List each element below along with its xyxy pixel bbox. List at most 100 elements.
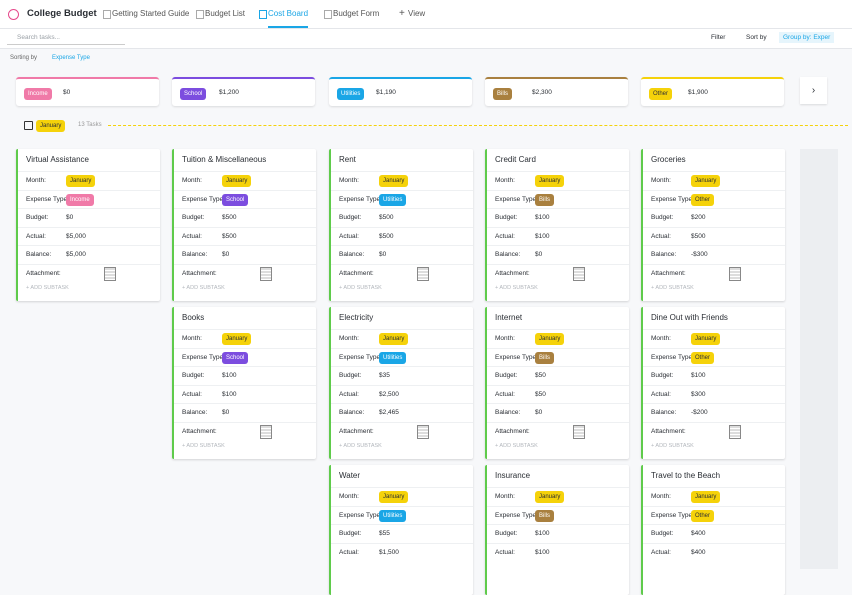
- field-value: $100: [535, 214, 550, 221]
- field-row: Budget: $400: [643, 524, 785, 543]
- field-label: Actual:: [182, 390, 202, 398]
- column-label: Income: [24, 88, 52, 100]
- task-card[interactable]: Credit Card Month: January Expense Type: Bil…: [485, 149, 629, 301]
- month-chip: January: [535, 491, 565, 503]
- sort-button[interactable]: Sort by: [746, 34, 767, 41]
- attachment-icon: [104, 266, 116, 281]
- task-card[interactable]: Travel to the Beach Month: January Expense …: [641, 465, 785, 595]
- add-view[interactable]: View: [408, 9, 426, 18]
- field-label: Month:: [182, 177, 202, 184]
- group-button[interactable]: Group by: Exper: [779, 32, 835, 43]
- field-label: Actual:: [26, 232, 46, 240]
- field-label: Month:: [339, 335, 359, 342]
- search-box[interactable]: Search tasks...: [7, 33, 125, 45]
- add-subtask[interactable]: + ADD SUBTASK: [651, 284, 694, 291]
- month-chip: January: [222, 175, 252, 187]
- field-value: $50: [535, 372, 546, 379]
- task-card[interactable]: Virtual Assistance Month: January Expense T…: [16, 149, 160, 301]
- field-value: $2,465: [379, 409, 399, 416]
- field-row: Attachment:: [174, 263, 316, 283]
- field-row: Expense Type: Bills: [487, 505, 629, 525]
- field-row: Expense Type: Income: [18, 189, 160, 209]
- tab-icon: [196, 10, 204, 19]
- tab[interactable]: Budget List: [205, 9, 246, 18]
- field-label: Balance:: [26, 251, 52, 258]
- field-value: $0: [66, 214, 74, 221]
- field-value: -$300: [691, 251, 708, 258]
- task-card[interactable]: Rent Month: January Expense Type: Utilities B…: [329, 149, 473, 301]
- field-value: $0: [222, 251, 230, 258]
- group-count: 13 Tasks: [78, 122, 102, 128]
- field-row: Budget: $500: [174, 208, 316, 227]
- type-chip: Other: [691, 509, 715, 522]
- column-header: Income $0: [16, 77, 159, 106]
- add-subtask[interactable]: + ADD SUBTASK: [495, 284, 538, 291]
- field-row: Budget: $500: [331, 208, 473, 227]
- task-card[interactable]: Groceries Month: January Expense Type: Other…: [641, 149, 785, 301]
- field-row: Budget: $200: [643, 208, 785, 227]
- add-subtask[interactable]: + ADD SUBTASK: [182, 284, 225, 291]
- field-label: Month:: [651, 177, 671, 184]
- field-row: Actual: $50: [487, 384, 629, 404]
- task-card[interactable]: Internet Month: January Expense Type: Bills B…: [485, 307, 629, 459]
- field-row: Expense Type: Utilities: [331, 347, 473, 367]
- sorting-value[interactable]: Expense Type: [52, 55, 90, 61]
- task-card[interactable]: Water Month: January Expense Type: Utilities…: [329, 465, 473, 595]
- task-card[interactable]: Insurance Month: January Expense Type: Bills…: [485, 465, 629, 595]
- add-subtask[interactable]: + ADD SUBTASK: [339, 284, 382, 291]
- month-chip: January: [379, 491, 409, 503]
- type-chip: Income: [66, 193, 94, 206]
- add-subtask[interactable]: + ADD SUBTASK: [495, 442, 538, 449]
- field-row: Attachment:: [487, 421, 629, 441]
- collapse-icon[interactable]: [24, 121, 33, 130]
- add-subtask[interactable]: + ADD SUBTASK: [26, 284, 69, 291]
- field-label: Balance:: [182, 251, 208, 258]
- field-row: Budget: $100: [487, 524, 629, 543]
- field-label: Attachment:: [182, 427, 217, 435]
- field-label: Balance:: [495, 251, 521, 258]
- field-value: $100: [691, 372, 706, 379]
- field-row: Budget: $0: [18, 208, 160, 227]
- tab[interactable]: Cost Board: [268, 0, 309, 28]
- task-card[interactable]: Electricity Month: January Expense Type: Uti…: [329, 307, 473, 459]
- attachment-icon: [260, 266, 272, 281]
- field-row: Expense Type: Other: [643, 347, 785, 367]
- field-row: Month: January: [331, 171, 473, 190]
- field-row: Expense Type: School: [174, 347, 316, 367]
- field-value: $500: [691, 232, 706, 240]
- card-title: Credit Card: [495, 155, 536, 164]
- tab[interactable]: Getting Started Guide: [112, 9, 190, 18]
- month-chip: January: [379, 175, 409, 187]
- task-card[interactable]: Tuition & Miscellaneous Month: January Expe…: [172, 149, 316, 301]
- field-row: Attachment:: [331, 263, 473, 283]
- card-title: Books: [182, 313, 205, 322]
- tab[interactable]: Budget Form: [333, 9, 380, 18]
- scroll-right[interactable]: ›: [800, 77, 827, 104]
- field-row: Month: January: [18, 171, 160, 190]
- month-chip: January: [691, 175, 721, 187]
- field-label: Expense Type:: [26, 195, 69, 203]
- field-row: Attachment:: [331, 421, 473, 441]
- field-row: Actual: $100: [174, 384, 316, 404]
- filter-button[interactable]: Filter: [711, 34, 726, 41]
- task-card[interactable]: Books Month: January Expense Type: School Bud…: [172, 307, 316, 459]
- field-label: Budget:: [182, 214, 205, 221]
- field-row: Balance: -$300: [643, 245, 785, 264]
- add-subtask[interactable]: + ADD SUBTASK: [339, 442, 382, 449]
- field-label: Expense Type:: [339, 353, 382, 361]
- field-label: Attachment:: [495, 269, 530, 277]
- month-chip: January: [535, 333, 565, 345]
- month-chip: January: [691, 333, 721, 345]
- type-chip: Bills: [535, 509, 555, 522]
- field-label: Attachment:: [651, 269, 686, 277]
- field-row: Actual: $500: [643, 226, 785, 246]
- type-chip: Utilities: [379, 351, 407, 364]
- field-label: Month:: [182, 335, 202, 342]
- task-card[interactable]: Dine Out with Friends Month: January Expens…: [641, 307, 785, 459]
- card-title: Water: [339, 471, 361, 480]
- add-subtask[interactable]: + ADD SUBTASK: [182, 442, 225, 449]
- add-subtask[interactable]: + ADD SUBTASK: [651, 442, 694, 449]
- field-row: Month: January: [331, 487, 473, 506]
- field-row: Month: January: [174, 171, 316, 190]
- field-row: Balance: $2,465: [331, 403, 473, 422]
